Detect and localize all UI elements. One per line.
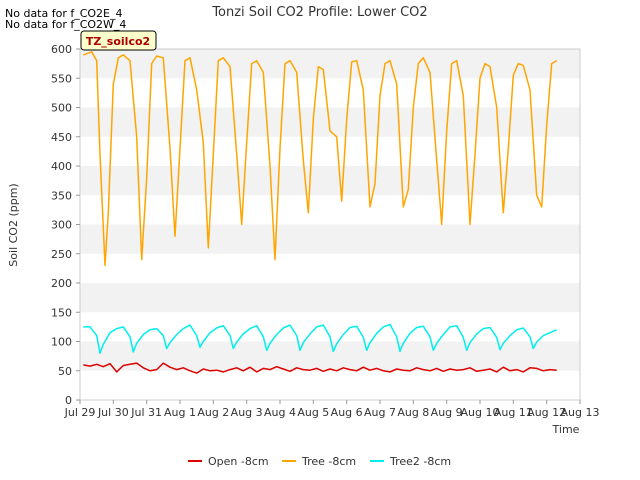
x-tick-label: Aug 6 xyxy=(331,406,363,419)
y-tick-label: 0 xyxy=(65,394,72,407)
grid-band xyxy=(80,341,580,371)
y-tick-label: 150 xyxy=(51,306,72,319)
series-line-open-8cm xyxy=(83,362,557,374)
x-tick-label: Aug 11 xyxy=(494,406,533,419)
y-tick-label: 350 xyxy=(51,189,72,202)
grid-band xyxy=(80,107,580,137)
grid-band xyxy=(80,253,580,283)
legend-box-tz-soilco2: TZ_soilco2 xyxy=(80,30,157,51)
x-tick-label: Aug 1 xyxy=(164,406,196,419)
y-axis-label: Soil CO2 (ppm) xyxy=(7,183,20,266)
y-tick-label: 600 xyxy=(51,43,72,56)
x-tick-label: Aug 13 xyxy=(561,406,600,419)
x-tick-label: Aug 3 xyxy=(231,406,263,419)
y-tick-label: 250 xyxy=(51,248,72,261)
x-tick-label: Aug 9 xyxy=(431,406,463,419)
x-tick-label: Jul 29 xyxy=(64,406,96,419)
legend-label: Open -8cm xyxy=(208,455,269,468)
grid-band xyxy=(80,49,580,79)
x-axis-label: Time xyxy=(552,423,580,436)
x-tick-label: Aug 4 xyxy=(264,406,296,419)
grid-band xyxy=(80,195,580,225)
legend-label: Tree -8cm xyxy=(301,455,356,468)
series-line-tree2-8cm xyxy=(83,323,557,354)
x-tick-label: Aug 2 xyxy=(197,406,229,419)
legend-label: Tree2 -8cm xyxy=(389,455,451,468)
grid-band xyxy=(80,283,580,313)
y-tick-label: 400 xyxy=(51,160,72,173)
legend-box-label: TZ_soilco2 xyxy=(86,35,150,48)
x-tick-label: Aug 7 xyxy=(364,406,396,419)
x-tick-label: Aug 8 xyxy=(397,406,429,419)
series-line-tree-8cm xyxy=(83,51,558,267)
x-tick-label: Jul 30 xyxy=(97,406,129,419)
y-tick-label: 550 xyxy=(51,72,72,85)
x-tick-label: Aug 12 xyxy=(527,406,566,419)
y-tick-label: 200 xyxy=(51,277,72,290)
y-tick-label: 100 xyxy=(51,336,72,349)
y-tick-label: 300 xyxy=(51,219,72,232)
y-tick-label: 500 xyxy=(51,102,72,115)
x-tick-label: Jul 31 xyxy=(130,406,162,419)
grid-band xyxy=(80,370,580,400)
no-data-note-2: No data for f_CO2W_4 xyxy=(5,18,127,31)
grid-band xyxy=(80,166,580,196)
chart-title: Tonzi Soil CO2 Profile: Lower CO2 xyxy=(211,5,427,20)
no-data-note-1: No data for f_CO2E_4 xyxy=(5,7,123,20)
x-tick-label: Aug 5 xyxy=(297,406,329,419)
grid-band xyxy=(80,78,580,108)
y-tick-label: 450 xyxy=(51,131,72,144)
grid-band xyxy=(80,224,580,254)
x-tick-label: Aug 10 xyxy=(461,406,500,419)
y-tick-label: 50 xyxy=(58,365,72,378)
grid-band xyxy=(80,136,580,166)
